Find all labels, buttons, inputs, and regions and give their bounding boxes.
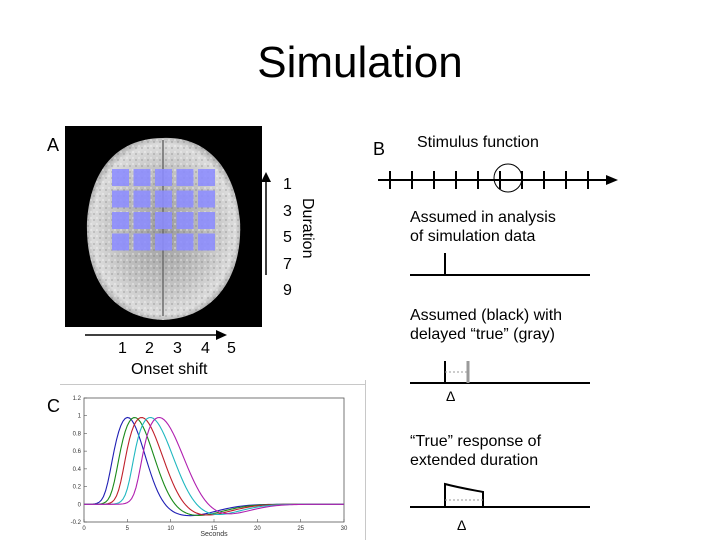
hrf-series-line-4 — [84, 416, 344, 516]
stimulus-function-title: Stimulus function — [417, 134, 539, 151]
roi-square — [155, 169, 172, 186]
roi-square — [176, 233, 194, 251]
onset-arrow — [85, 330, 227, 340]
onset-shift-label: Onset shift — [131, 361, 208, 378]
x-tick-label: 15 — [211, 526, 218, 532]
hrf-series-line-3 — [84, 416, 344, 516]
assumed-analysis-text-1: Assumed in analysis — [410, 209, 556, 226]
brain-image — [65, 126, 262, 327]
roi-square — [133, 169, 151, 186]
roi-square — [112, 169, 129, 186]
roi-square — [133, 190, 151, 208]
chart-lines — [83, 416, 344, 517]
hrf-series-line-1 — [83, 416, 344, 517]
delayed-stimulus-graphic — [410, 361, 590, 384]
onset-value-2: 2 — [145, 340, 154, 357]
true-response-text-2: extended duration — [410, 452, 539, 469]
panel-divider-horizontal — [60, 384, 365, 385]
y-tick-label: 0 — [78, 502, 82, 508]
onset-value-5: 5 — [227, 340, 236, 357]
panel-a-label: A — [47, 135, 60, 155]
y-tick-label: 0.4 — [73, 467, 82, 473]
duration-value-1: 1 — [283, 176, 292, 193]
duration-label: Duration — [299, 198, 316, 259]
duration-value-9: 9 — [283, 282, 292, 299]
duration-arrow — [261, 172, 271, 275]
chart-x-axis-label: Seconds — [200, 531, 228, 538]
x-tick-label: 0 — [82, 526, 86, 532]
y-tick-label: 1.2 — [73, 396, 82, 402]
roi-square — [155, 190, 172, 208]
roi-square — [198, 190, 215, 208]
y-tick-label: -0.2 — [71, 520, 82, 526]
x-tick-label: 25 — [297, 526, 304, 532]
hrf-chart: -0.200.20.40.60.811.20 5 10 15 20 25 30 Second… — [71, 396, 348, 538]
roi-grid — [112, 169, 215, 251]
x-tick-label: 10 — [167, 526, 174, 532]
roi-square — [176, 169, 194, 186]
panel-b-label: B — [373, 139, 386, 159]
highlight-circle — [493, 163, 523, 193]
hrf-series-line-2 — [84, 416, 344, 516]
y-tick-label: 0.8 — [73, 431, 82, 437]
panel-divider-vertical — [365, 380, 366, 540]
x-tick-label: 5 — [126, 526, 130, 532]
y-tick-label: 0.2 — [73, 485, 82, 491]
assumed-stimulus-graphic — [410, 253, 590, 276]
hrf-series-line-5 — [84, 416, 344, 515]
delta-symbol-2: Δ — [457, 517, 467, 533]
y-tick-label: 0.6 — [73, 449, 82, 455]
onset-value-3: 3 — [173, 340, 182, 357]
brain-scan-graphic — [86, 137, 241, 320]
roi-square — [112, 190, 129, 208]
onset-value-1: 1 — [118, 340, 127, 357]
assumed-analysis-text-2: of simulation data — [410, 228, 536, 245]
slide-title: Simulation — [257, 38, 463, 87]
roi-square — [155, 233, 172, 251]
roi-square — [198, 212, 215, 229]
stimulus-timeline — [378, 163, 618, 193]
extended-duration-graphic — [410, 482, 590, 508]
roi-square — [133, 233, 151, 251]
y-tick-label: 1 — [78, 414, 82, 420]
delayed-text-1: Assumed (black) with — [410, 307, 563, 324]
roi-square — [198, 233, 215, 251]
true-response-text-1: “True” response of — [410, 433, 542, 450]
roi-square — [133, 212, 151, 229]
roi-square — [176, 190, 194, 208]
roi-square — [112, 233, 129, 251]
delta-symbol-1: Δ — [446, 388, 456, 404]
duration-value-7: 7 — [283, 256, 292, 273]
roi-square — [112, 212, 129, 229]
x-tick-label: 20 — [254, 526, 261, 532]
chart-axes: -0.200.20.40.60.811.20 5 10 15 20 25 30 — [71, 396, 348, 532]
panel-c-label: C — [47, 396, 60, 416]
duration-value-5: 5 — [283, 229, 292, 246]
x-tick-label: 30 — [341, 526, 348, 532]
onset-value-4: 4 — [201, 340, 210, 357]
roi-square — [176, 212, 194, 229]
delayed-text-2: delayed “true” (gray) — [410, 326, 555, 343]
roi-square — [155, 212, 172, 229]
duration-value-3: 3 — [283, 203, 292, 220]
roi-square — [198, 169, 215, 186]
